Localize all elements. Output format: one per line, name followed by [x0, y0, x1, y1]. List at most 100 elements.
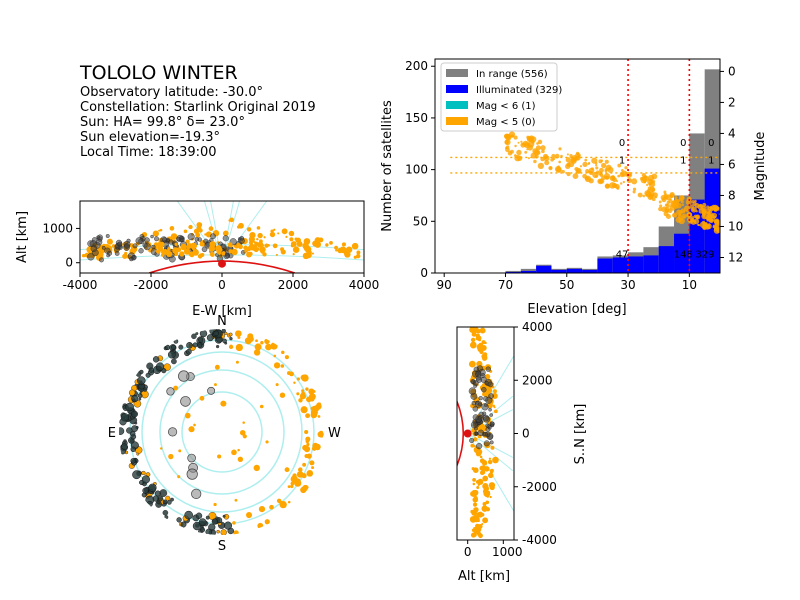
ew-satellite-point — [174, 242, 178, 246]
magnitude-point — [683, 215, 686, 219]
sky-dark-point — [192, 521, 202, 531]
sky-satellite-point — [279, 392, 286, 398]
sky-dark-point — [199, 329, 208, 338]
sky-satellite-point — [305, 439, 310, 444]
sky-satellite-point — [265, 343, 272, 351]
sky-large-point — [191, 488, 202, 499]
ew-satellite-point — [199, 253, 204, 258]
sky-elevation-ring — [159, 369, 285, 495]
sky-satellite-point — [242, 421, 245, 424]
sky-large-point — [167, 427, 178, 437]
sky-satellite-point — [264, 338, 270, 345]
ew-dark-point — [135, 237, 143, 245]
magnitude-point — [716, 221, 720, 226]
sky-dark-point — [198, 337, 204, 343]
ew-satellite-point — [249, 231, 256, 239]
sky-dark-point — [146, 500, 153, 507]
magnitude-point — [679, 197, 683, 201]
sn-satellite-point — [481, 522, 484, 526]
magnitude-point — [527, 143, 530, 147]
ew-satellite-point — [210, 246, 215, 251]
ew-ylabel: Alt [km] — [15, 211, 30, 263]
sn-satellite-point — [470, 509, 475, 514]
magnitude-point — [702, 203, 707, 208]
magnitude-point — [642, 194, 646, 198]
ew-satellite-point — [238, 222, 244, 229]
sky-panel: N S E W — [108, 314, 341, 554]
magnitude-point — [565, 163, 571, 170]
sn-dark-point — [487, 381, 494, 388]
magnitude-point — [520, 140, 523, 143]
sky-satellite-point — [264, 519, 270, 525]
illuminated-bar — [612, 257, 629, 273]
magnitude-point — [566, 153, 569, 156]
sky-satellite-point — [287, 371, 291, 375]
ew-dark-point — [105, 234, 110, 238]
sky-satellite-point — [273, 362, 281, 369]
sn-satellite-point — [484, 374, 491, 380]
ew-guide-line — [221, 201, 241, 263]
sn-dark-point — [488, 393, 494, 399]
ew-satellite-point — [269, 231, 276, 238]
sky-dark-point — [185, 348, 192, 355]
ew-satellite-point — [106, 238, 113, 245]
magnitude-point — [645, 183, 649, 187]
sky-satellite-point — [138, 397, 142, 401]
hist-y2tick-label: 12 — [728, 250, 743, 264]
sn-ylabel: S..N [km] — [573, 404, 588, 465]
magnitude-point — [678, 213, 682, 217]
sky-satellite-point — [317, 431, 324, 438]
magnitude-point — [598, 159, 603, 164]
magnitude-point — [541, 149, 545, 154]
sky-satellite-point — [237, 448, 240, 452]
ew-satellite-point — [341, 242, 347, 247]
sky-dark-point — [184, 510, 193, 520]
sn-satellite-point — [493, 409, 498, 414]
hist-xtick-label: 70 — [498, 278, 513, 292]
magnitude-point — [587, 162, 590, 165]
bin-count-annotation: 148 — [674, 249, 693, 260]
sky-satellite-point — [221, 329, 226, 334]
sky-dark-point — [137, 393, 143, 399]
hist-ytick-label: 200 — [405, 59, 428, 73]
sky-satellite-point — [265, 440, 269, 444]
sky-satellite-point — [199, 395, 205, 401]
sn-satellite-point — [489, 495, 492, 499]
sky-satellite-point — [168, 453, 174, 460]
magnitude-point — [584, 176, 589, 181]
sn-satellite-point — [475, 526, 482, 533]
legend-swatch — [446, 117, 468, 125]
magnitude-point — [661, 197, 667, 203]
sn-plot-area — [457, 327, 514, 539]
ew-panel: -4000 -2000 0 2000 4000 0 1000 E-W [km] Alt [km] — [15, 200, 379, 319]
hist-ytick-label: 50 — [413, 214, 428, 228]
ew-satellite-point — [246, 246, 252, 252]
ew-dark-point — [154, 236, 159, 242]
sky-large-point — [187, 453, 196, 463]
sky-satellite-point — [302, 484, 309, 492]
sky-large-point — [207, 386, 216, 395]
info-block: TOLOLO WINTER Observatory latitude: -30.… — [80, 61, 316, 160]
sky-satellite-point — [123, 439, 127, 443]
illuminated-bar — [674, 233, 690, 273]
magnitude-point — [717, 207, 720, 211]
sn-satellite-point — [470, 443, 475, 448]
sky-label-south: S — [218, 539, 226, 554]
sn-dark-point — [486, 424, 491, 429]
sky-elevation-ring — [141, 351, 303, 513]
sky-satellite-point — [134, 421, 138, 425]
sn-satellite-point — [470, 337, 476, 343]
sn-xtick-label: 1000 — [492, 545, 523, 559]
ew-dark-point — [124, 243, 130, 249]
sn-dark-point — [470, 379, 476, 384]
sn-satellite-point — [473, 526, 477, 530]
ew-satellite-point — [272, 243, 278, 249]
sn-satellite-point — [475, 479, 480, 484]
sky-dark-point — [176, 517, 182, 523]
ew-dark-point — [129, 256, 134, 262]
sky-dark-point — [142, 487, 149, 494]
ew-satellite-point — [280, 247, 285, 252]
hist-xtick-label: 10 — [682, 278, 697, 292]
legend-label: Mag < 5 (0) — [476, 117, 536, 128]
sn-satellite-point — [488, 460, 492, 464]
